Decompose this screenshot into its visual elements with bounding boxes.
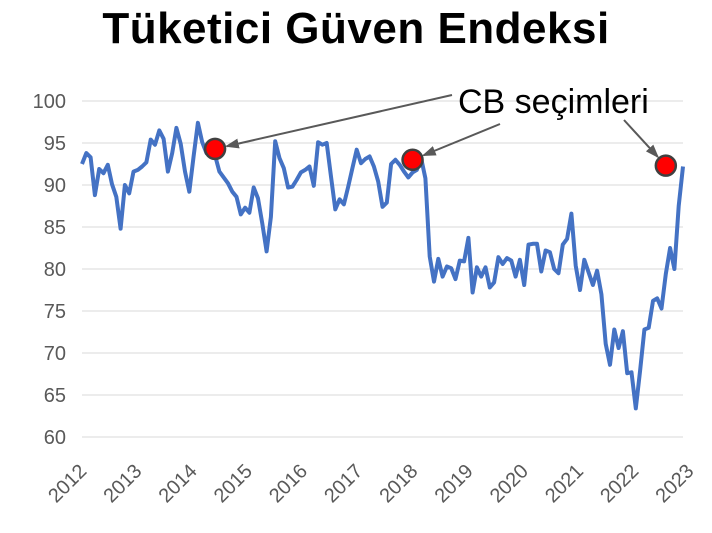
annotation-label: CB seçimleri bbox=[458, 83, 649, 121]
annotation-arrow bbox=[623, 119, 660, 159]
series-layer bbox=[80, 120, 685, 411]
x-tick-label: 2021 bbox=[541, 460, 588, 507]
highlight-marker bbox=[654, 154, 678, 177]
x-tick-label: 2023 bbox=[651, 460, 698, 507]
y-tick-label: 75 bbox=[44, 301, 66, 323]
x-tick-label: 2014 bbox=[155, 460, 202, 507]
y-tick-label: 100 bbox=[33, 91, 66, 113]
highlight-markers bbox=[203, 137, 678, 177]
x-tick-label: 2016 bbox=[265, 460, 312, 507]
annotation-arrow bbox=[224, 94, 453, 149]
chart-title: Tüketici Güven Endeksi bbox=[102, 4, 610, 53]
y-tick-labels: 60 65 70 75 80 85 90 95 100 bbox=[33, 91, 66, 449]
y-tick-label: 70 bbox=[44, 343, 66, 365]
x-tick-labels: 2012 2013 2014 2015 2016 2017 2018 2019 2020 2021… bbox=[44, 460, 698, 507]
annotation-arrow bbox=[421, 123, 501, 157]
y-tick-label: 65 bbox=[44, 385, 66, 407]
x-tick-label: 2017 bbox=[320, 460, 367, 507]
highlight-marker bbox=[203, 137, 227, 161]
x-tick-label: 2012 bbox=[44, 460, 91, 507]
x-tick-label: 2022 bbox=[596, 460, 643, 507]
y-tick-label: 85 bbox=[44, 217, 66, 239]
x-tick-label: 2015 bbox=[210, 460, 257, 507]
annotation-arrows bbox=[224, 94, 660, 159]
y-tick-label: 60 bbox=[44, 427, 66, 449]
y-tick-label: 80 bbox=[44, 259, 66, 281]
x-tick-label: 2018 bbox=[375, 460, 422, 507]
y-tick-label: 95 bbox=[44, 133, 66, 155]
y-tick-label: 90 bbox=[44, 175, 66, 197]
series-line bbox=[80, 120, 685, 411]
x-tick-label: 2020 bbox=[486, 460, 533, 507]
highlight-marker bbox=[401, 148, 424, 172]
x-tick-label: 2019 bbox=[431, 460, 478, 507]
x-tick-label: 2013 bbox=[99, 460, 146, 507]
